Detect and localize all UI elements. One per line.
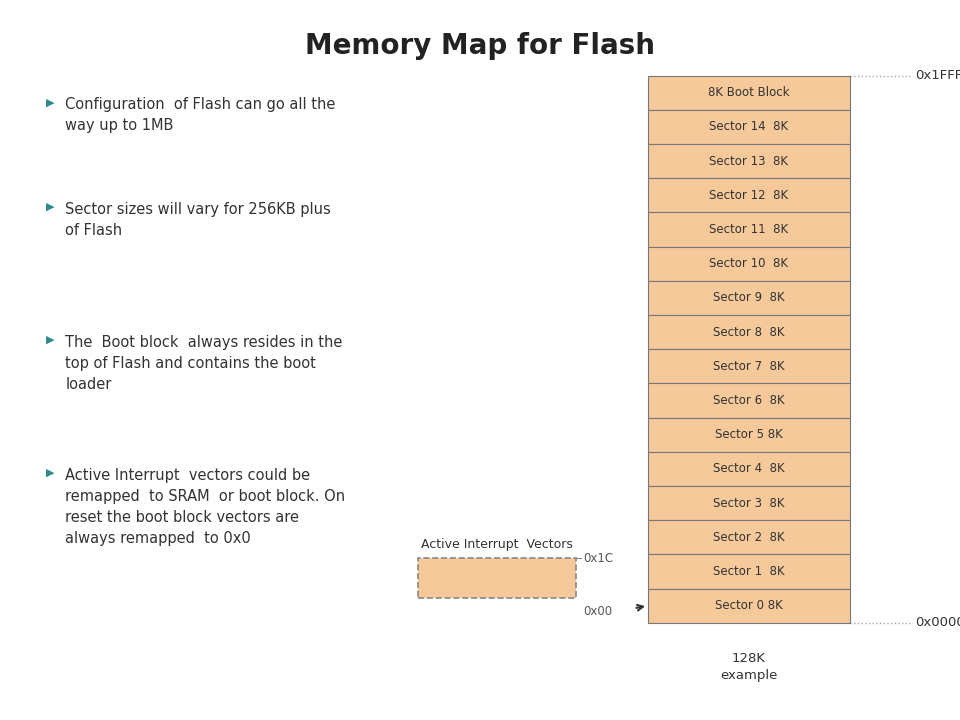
Bar [418,558,576,598]
Bar [648,349,850,383]
Text: ▶: ▶ [46,335,55,345]
Bar [648,144,850,178]
Bar [648,315,850,349]
Text: Memory Map for Flash: Memory Map for Flash [305,32,655,60]
Text: 0x1C: 0x1C [584,552,613,564]
Text: ▶: ▶ [46,202,55,212]
Text: ▶: ▶ [46,97,55,107]
Bar [648,383,850,418]
Text: Sector 6  8K: Sector 6 8K [713,394,784,407]
Text: Sector 2  8K: Sector 2 8K [713,531,784,544]
Text: 8K Boot Block: 8K Boot Block [708,86,789,99]
Text: Active Interrupt  Vectors: Active Interrupt Vectors [420,538,573,551]
Text: Sector 7  8K: Sector 7 8K [713,360,784,373]
Text: Active Interrupt  vectors could be
remapped  to SRAM  or boot block. On
reset th: Active Interrupt vectors could be remapp… [65,468,346,546]
Bar [648,109,850,144]
Text: 0x1FFFF: 0x1FFFF [915,69,960,82]
Text: Sector sizes will vary for 256KB plus
of Flash: Sector sizes will vary for 256KB plus of… [65,202,331,238]
Bar [648,76,850,109]
Text: Sector 4  8K: Sector 4 8K [713,462,784,475]
Text: Sector 0 8K: Sector 0 8K [715,599,782,612]
Text: Sector 1  8K: Sector 1 8K [713,565,784,578]
Text: Sector 14  8K: Sector 14 8K [709,120,788,133]
Text: 0x00: 0x00 [584,605,612,618]
Bar [648,486,850,520]
Text: ▶: ▶ [46,468,55,478]
Text: Configuration  of Flash can go all the
way up to 1MB: Configuration of Flash can go all the wa… [65,97,336,133]
Bar [648,554,850,589]
Text: Sector 13  8K: Sector 13 8K [709,155,788,168]
Bar [648,281,850,315]
Bar [648,179,850,212]
Bar [648,246,850,281]
Text: The  Boot block  always resides in the
top of Flash and contains the boot
loader: The Boot block always resides in the top… [65,335,343,392]
Bar [648,589,850,623]
Bar [648,452,850,486]
Bar [648,520,850,554]
Text: Sector 9  8K: Sector 9 8K [713,292,784,305]
Text: Sector 10  8K: Sector 10 8K [709,257,788,270]
Bar [648,418,850,452]
Text: Sector 11  8K: Sector 11 8K [709,223,788,236]
Text: Sector 8  8K: Sector 8 8K [713,325,784,338]
Text: 128K
example: 128K example [720,652,778,682]
Bar [648,212,850,246]
Text: Sector 3  8K: Sector 3 8K [713,497,784,510]
Text: 0x00000: 0x00000 [915,616,960,629]
Text: Sector 12  8K: Sector 12 8K [709,189,788,202]
Text: Sector 5 8K: Sector 5 8K [715,428,782,441]
